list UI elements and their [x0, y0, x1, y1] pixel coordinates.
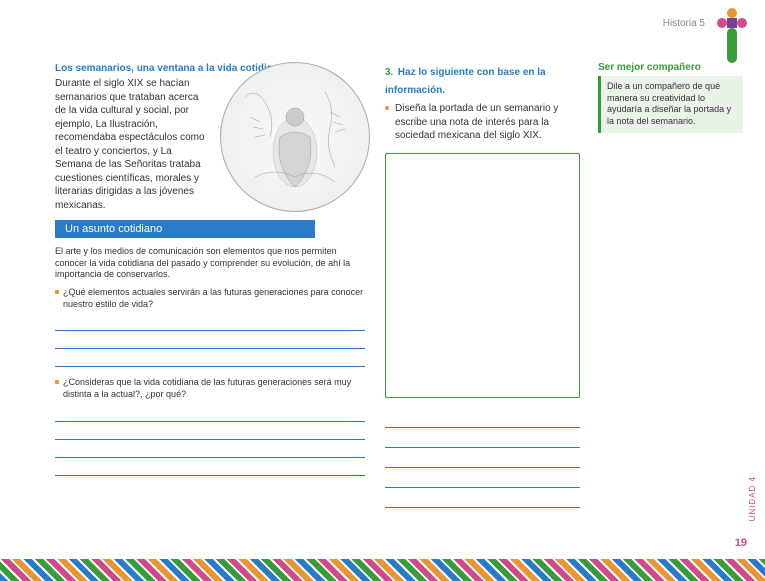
corner-decoration — [717, 8, 747, 63]
middle-column: 3. Haz lo siguiente con base en la infor… — [385, 62, 580, 531]
right-area: 3. Haz lo siguiente con base en la infor… — [385, 62, 743, 531]
task-header: 3. Haz lo siguiente con base en la infor… — [385, 62, 580, 98]
section-banner: Un asunto cotidiano — [55, 220, 315, 238]
unit-label: UNIDAD 4 — [748, 476, 757, 521]
main-content: Los semanarios, una ventana a la vida co… — [55, 62, 743, 531]
sidebox-title: Ser mejor compañero — [598, 62, 743, 73]
design-box[interactable] — [385, 153, 580, 398]
answer-lines-1[interactable] — [55, 316, 365, 367]
illustration-circle — [220, 62, 370, 212]
intro-block: Los semanarios, una ventana a la vida co… — [55, 62, 365, 212]
sidebar-column: Ser mejor compañero Dile a un compañero … — [598, 62, 743, 531]
note-lines[interactable] — [385, 412, 580, 508]
footer-pattern — [0, 559, 765, 581]
section-intro-text: El arte y los medios de comunicación son… — [55, 246, 365, 281]
task-title: Haz lo siguiente con base en la informac… — [385, 67, 546, 96]
answer-lines-2[interactable] — [55, 407, 365, 476]
question-2: ¿Consideras que la vida cotidiana de las… — [55, 377, 365, 400]
left-column: Los semanarios, una ventana a la vida co… — [55, 62, 365, 531]
page-number: 19 — [735, 537, 747, 549]
page-header: Historia 5 — [663, 18, 705, 29]
task-instruction: Diseña la portada de un semanario y escr… — [385, 102, 580, 143]
question-1: ¿Qué elementos actuales servirán a las f… — [55, 287, 365, 310]
sidebox-text: Dile a un compañero de qué manera su cre… — [598, 76, 743, 133]
task-number: 3. — [385, 67, 393, 78]
intro-text: Durante el siglo XIX se hacían semanario… — [55, 77, 210, 212]
